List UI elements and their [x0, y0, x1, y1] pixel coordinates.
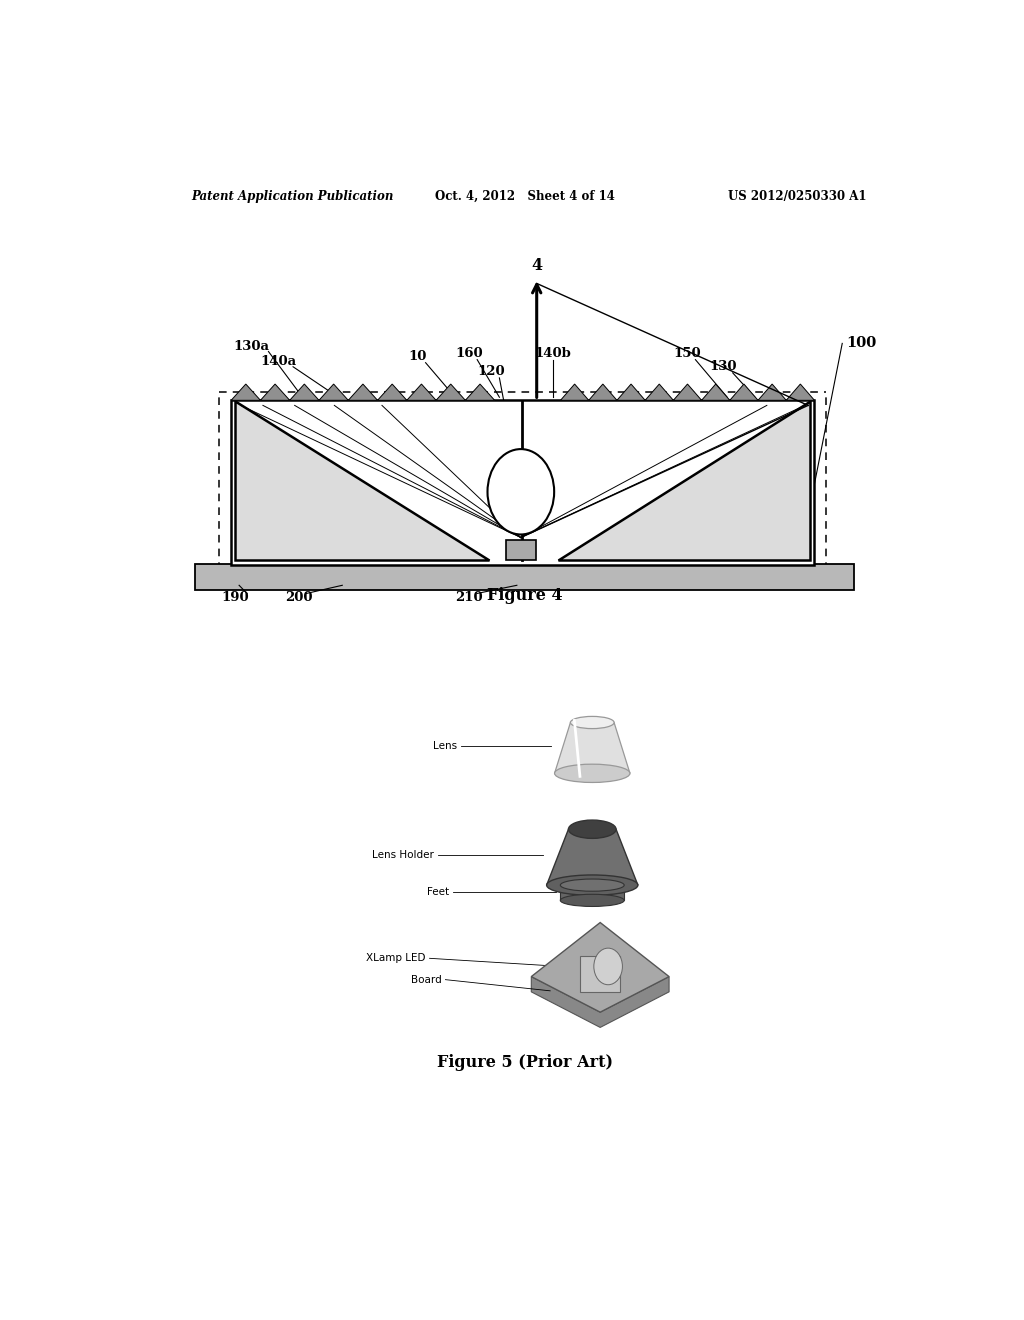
Polygon shape [290, 384, 319, 400]
Polygon shape [547, 829, 638, 886]
Text: Oct. 4, 2012   Sheet 4 of 14: Oct. 4, 2012 Sheet 4 of 14 [435, 190, 614, 202]
Polygon shape [645, 384, 674, 400]
Text: XLamp LED: XLamp LED [367, 953, 426, 964]
Ellipse shape [560, 879, 625, 891]
Text: Figure 4: Figure 4 [487, 587, 562, 605]
Text: 130a: 130a [233, 341, 269, 352]
Polygon shape [260, 384, 290, 400]
Polygon shape [730, 384, 758, 400]
Text: 140b: 140b [535, 347, 571, 360]
Polygon shape [786, 384, 814, 400]
Text: 200: 200 [285, 591, 312, 605]
Polygon shape [407, 384, 436, 400]
Polygon shape [674, 384, 701, 400]
Polygon shape [560, 886, 625, 900]
Text: 210: 210 [456, 591, 483, 605]
Polygon shape [558, 401, 811, 560]
Polygon shape [560, 384, 589, 400]
Text: 160: 160 [456, 347, 483, 360]
Ellipse shape [555, 764, 630, 783]
Polygon shape [465, 384, 495, 400]
Text: 190: 190 [221, 591, 249, 605]
Ellipse shape [568, 820, 616, 838]
Text: Lens: Lens [433, 741, 458, 751]
Bar [506, 540, 536, 560]
Polygon shape [531, 923, 669, 1012]
Polygon shape [319, 384, 348, 400]
Text: US 2012/0250330 A1: US 2012/0250330 A1 [727, 190, 866, 202]
Polygon shape [378, 384, 407, 400]
Bar [196, 564, 854, 590]
Bar [581, 956, 621, 991]
Bar [231, 400, 814, 565]
Polygon shape [348, 384, 378, 400]
Polygon shape [436, 384, 465, 400]
Ellipse shape [570, 717, 614, 729]
Text: Lens Holder: Lens Holder [372, 850, 433, 859]
Text: 4: 4 [531, 256, 543, 273]
Text: 150: 150 [674, 347, 701, 360]
Ellipse shape [547, 875, 638, 895]
Text: Patent Application Publication: Patent Application Publication [191, 190, 394, 202]
Ellipse shape [560, 894, 625, 907]
Polygon shape [701, 384, 730, 400]
Polygon shape [236, 401, 489, 560]
Text: 10: 10 [409, 350, 427, 363]
Polygon shape [231, 384, 260, 400]
Circle shape [594, 948, 623, 985]
Polygon shape [758, 384, 786, 400]
Circle shape [487, 449, 554, 535]
Text: Board: Board [411, 974, 441, 985]
Text: Feet: Feet [427, 887, 450, 898]
Text: 130: 130 [710, 360, 737, 374]
Text: 120: 120 [477, 366, 505, 379]
Polygon shape [616, 384, 645, 400]
Text: 100: 100 [846, 337, 877, 350]
Text: 140a: 140a [261, 355, 297, 368]
Polygon shape [531, 977, 669, 1027]
Polygon shape [555, 722, 630, 774]
Text: Figure 5 (Prior Art): Figure 5 (Prior Art) [437, 1055, 612, 1072]
Polygon shape [589, 384, 616, 400]
